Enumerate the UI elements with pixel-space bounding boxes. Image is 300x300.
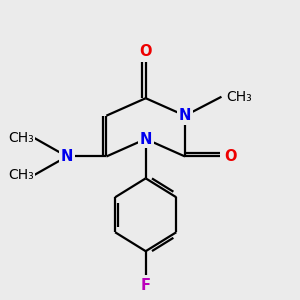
Text: F: F [141,278,151,293]
Text: N: N [140,131,152,146]
Text: N: N [61,149,73,164]
Text: N: N [179,108,191,123]
Text: CH₃: CH₃ [8,168,34,182]
Text: CH₃: CH₃ [226,90,252,104]
Text: O: O [224,149,237,164]
Text: CH₃: CH₃ [8,130,34,145]
Text: O: O [140,44,152,59]
